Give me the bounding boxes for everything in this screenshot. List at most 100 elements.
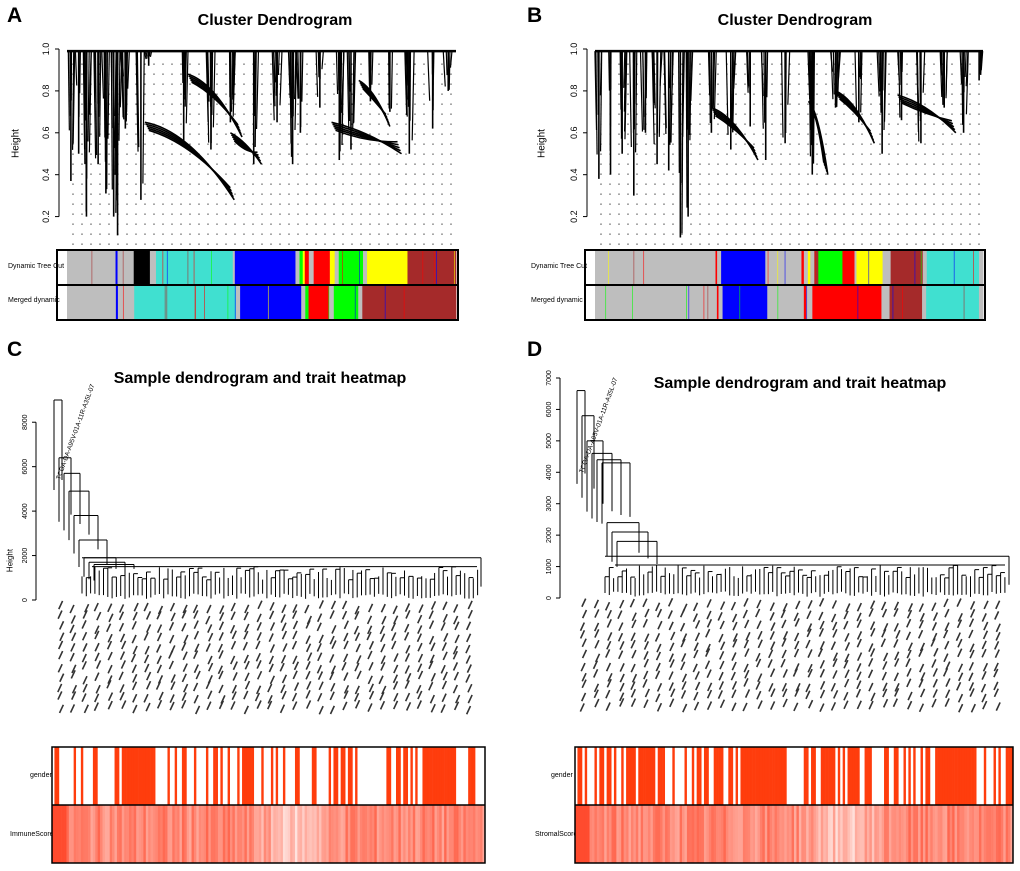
panel-c-heat-cell (287, 747, 291, 805)
panel-c-sample-name-texture (93, 602, 99, 612)
panel-a-module-segment (134, 285, 237, 320)
panel-c-heat-cell (80, 805, 84, 863)
panel-d-sample-name-texture (942, 667, 949, 677)
panel-d-sample-name-texture (980, 683, 987, 693)
panel-c-sample-name-texture (393, 653, 399, 662)
panel-c-heat-cell (441, 805, 445, 863)
panel-c-heat-cell (68, 805, 72, 863)
panel-c-sample-name-texture (405, 644, 411, 654)
panel-c-heat-cell (109, 747, 113, 805)
panel-c-heat-cell (165, 747, 168, 805)
panel-b-module-segment (922, 285, 927, 320)
panel-a-branch (110, 51, 113, 190)
panel-d-heat-cell (1008, 805, 1011, 863)
panel-d-sample-name-texture (594, 629, 600, 638)
panel-d-sample-name-texture (918, 603, 924, 613)
panel-c-heat-cell (328, 805, 332, 863)
panel-c-sample-name-texture (366, 631, 372, 641)
panel-c-sample-name-texture (354, 699, 361, 709)
panel-d-heat-cell (742, 805, 746, 863)
panel-c-sample-name-texture (255, 685, 262, 695)
panel-c-sample-name-texture (404, 665, 410, 674)
panel-a-sweep-branch (230, 134, 262, 162)
panel-c-sample-name-texture (316, 613, 323, 623)
panel-d-heat-cell (857, 747, 860, 805)
panel-d-sample-name-texture (668, 671, 674, 681)
panel-c-sample-name-texture (292, 620, 299, 630)
panel-c-sample-name-texture (145, 680, 152, 690)
panel-d-sample-name-texture (955, 632, 961, 642)
panel-c-sample-name-texture (132, 693, 138, 703)
panel-c-heat-cell (107, 805, 111, 863)
panel-c-heat-cell (400, 805, 404, 863)
panel-c-heat-cell (90, 747, 94, 805)
panel-c-heat-cell (54, 747, 58, 805)
panel-c-sample-name-texture (380, 643, 386, 653)
panel-c-heat-cell (403, 747, 406, 805)
panel-d-heat-cell (937, 747, 941, 805)
panel-d-sample-name-texture (704, 660, 711, 670)
panel-c-sample-name-texture (181, 692, 187, 701)
panel-d-sample-name-texture (606, 640, 612, 650)
panel-d-title: Sample dendrogram and trait heatmap (653, 375, 947, 392)
panel-a-module-segment (362, 250, 368, 285)
panel-c-sample-name-texture (132, 611, 138, 621)
panel-b-row2-label: Merged dynamic (531, 297, 583, 304)
panel-d-sample-name-texture (881, 608, 888, 618)
panel-d-heat-cell (786, 805, 790, 863)
panel-d-heat-cell (825, 747, 829, 805)
panel-c-heat-cell (432, 805, 435, 863)
panel-d-heat-cell (896, 747, 899, 805)
panel-d-heat-cell (645, 747, 649, 805)
panel-c-heat-cell (398, 805, 402, 863)
panel-d-sample-name-texture (756, 620, 762, 630)
panel-b-title: Cluster Dendrogram (717, 12, 873, 29)
panel-c-sample-name-texture (428, 610, 434, 620)
panel-d-heat-cell (657, 747, 661, 805)
panel-d-heat-cell (830, 805, 834, 863)
panel-d-sample-name-texture (782, 602, 788, 612)
panel-d-sample-name-texture (843, 700, 849, 710)
panel-d-heat-cell (993, 805, 997, 863)
panel-c-sample-name-texture (307, 652, 313, 662)
panel-c-sample-name-texture (81, 660, 87, 670)
panel-b-module-stripe (739, 285, 741, 320)
panel-c-sample-name-texture (220, 695, 226, 704)
panel-d-heat-cell (995, 805, 999, 863)
panel-d-sample-name-texture (830, 682, 836, 692)
panel-d-sample-name-texture (943, 653, 949, 663)
panel-d-sample-name-texture (593, 622, 600, 632)
panel-c-heat-cell (359, 805, 363, 863)
panel-c-sample-name-texture (416, 633, 423, 643)
panel-d-heat-cell (672, 805, 676, 863)
panel-d-sample-name-texture (943, 629, 949, 639)
panel-a-branch (143, 50, 147, 60)
panel-d-heat-cell (961, 805, 965, 863)
panel-c-sample-name-texture (368, 661, 374, 671)
panel-d-sample-name-texture (719, 620, 725, 630)
panel-a-module-segment (117, 250, 135, 285)
panel-d-heat-cell (582, 747, 586, 805)
panel-c-sample-name-texture (442, 671, 448, 681)
panel-d-sample-name-texture (880, 601, 887, 611)
panel-c-heat-cell (66, 747, 70, 805)
panel-d-heat-cell (621, 805, 624, 863)
panel-b-branch (688, 51, 691, 136)
panel-d-heat-cell (798, 805, 802, 863)
panel-c-heat-cell (141, 747, 144, 805)
panel-d-heat-cell (905, 805, 909, 863)
panel-a-branch (348, 51, 351, 121)
panel-c-sample-name-texture (145, 611, 152, 620)
panel-c-sample-name-texture (281, 674, 288, 684)
panel-c-sample-name-texture (120, 660, 126, 669)
panel-a-branch (232, 51, 236, 105)
panel-c-sample-name-texture (367, 703, 373, 712)
panel-a-branch (142, 51, 145, 184)
panel-c-sample-name-texture (193, 610, 199, 619)
panel-d-sample-name-texture (843, 610, 849, 620)
panel-c-heat-cell (355, 805, 358, 863)
panel-d-sample-name-texture (718, 671, 724, 681)
panel-b-module-stripe (707, 285, 709, 320)
panel-c-heat-cell (167, 747, 171, 805)
panel-c-heat-cell (198, 805, 202, 863)
